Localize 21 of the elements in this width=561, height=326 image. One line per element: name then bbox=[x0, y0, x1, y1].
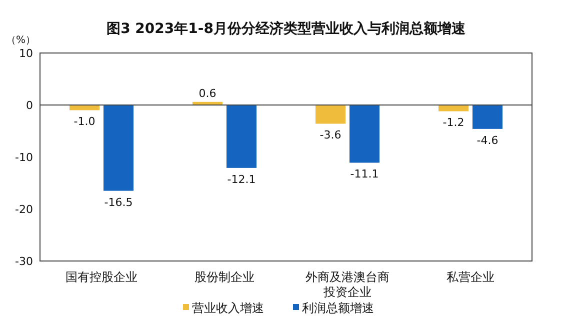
data-label: 0.6 bbox=[198, 86, 216, 100]
chart-title: 图3 2023年1-8月份分经济类型营业收入与利润总额增速 bbox=[106, 20, 466, 37]
y-tick-label: -10 bbox=[15, 151, 33, 164]
data-label: -4.6 bbox=[476, 134, 498, 147]
data-label: -1.2 bbox=[442, 116, 464, 130]
y-tick-label: -30 bbox=[15, 255, 33, 268]
y-tick-label: 10 bbox=[19, 47, 33, 60]
x-tick-label: 股份制企业 bbox=[194, 270, 254, 284]
data-label: -3.6 bbox=[320, 128, 342, 142]
y-tick-label: -20 bbox=[15, 203, 33, 216]
y-axis-title: （%） bbox=[6, 35, 36, 46]
y-tick-label: 0 bbox=[26, 99, 33, 112]
x-tick-label: 外商及港澳台商投资企业 bbox=[306, 270, 390, 299]
data-label: -1.0 bbox=[74, 115, 96, 128]
x-tick-label: 私营企业 bbox=[446, 270, 494, 284]
data-label: -12.1 bbox=[227, 172, 256, 186]
data-label: -16.5 bbox=[104, 196, 133, 209]
x-tick-label: 国有控股企业 bbox=[66, 270, 138, 284]
data-label: -11.1 bbox=[350, 168, 379, 181]
legend-label: 营业收入增速 bbox=[192, 301, 264, 315]
legend-label: 利润总额增速 bbox=[302, 301, 374, 315]
